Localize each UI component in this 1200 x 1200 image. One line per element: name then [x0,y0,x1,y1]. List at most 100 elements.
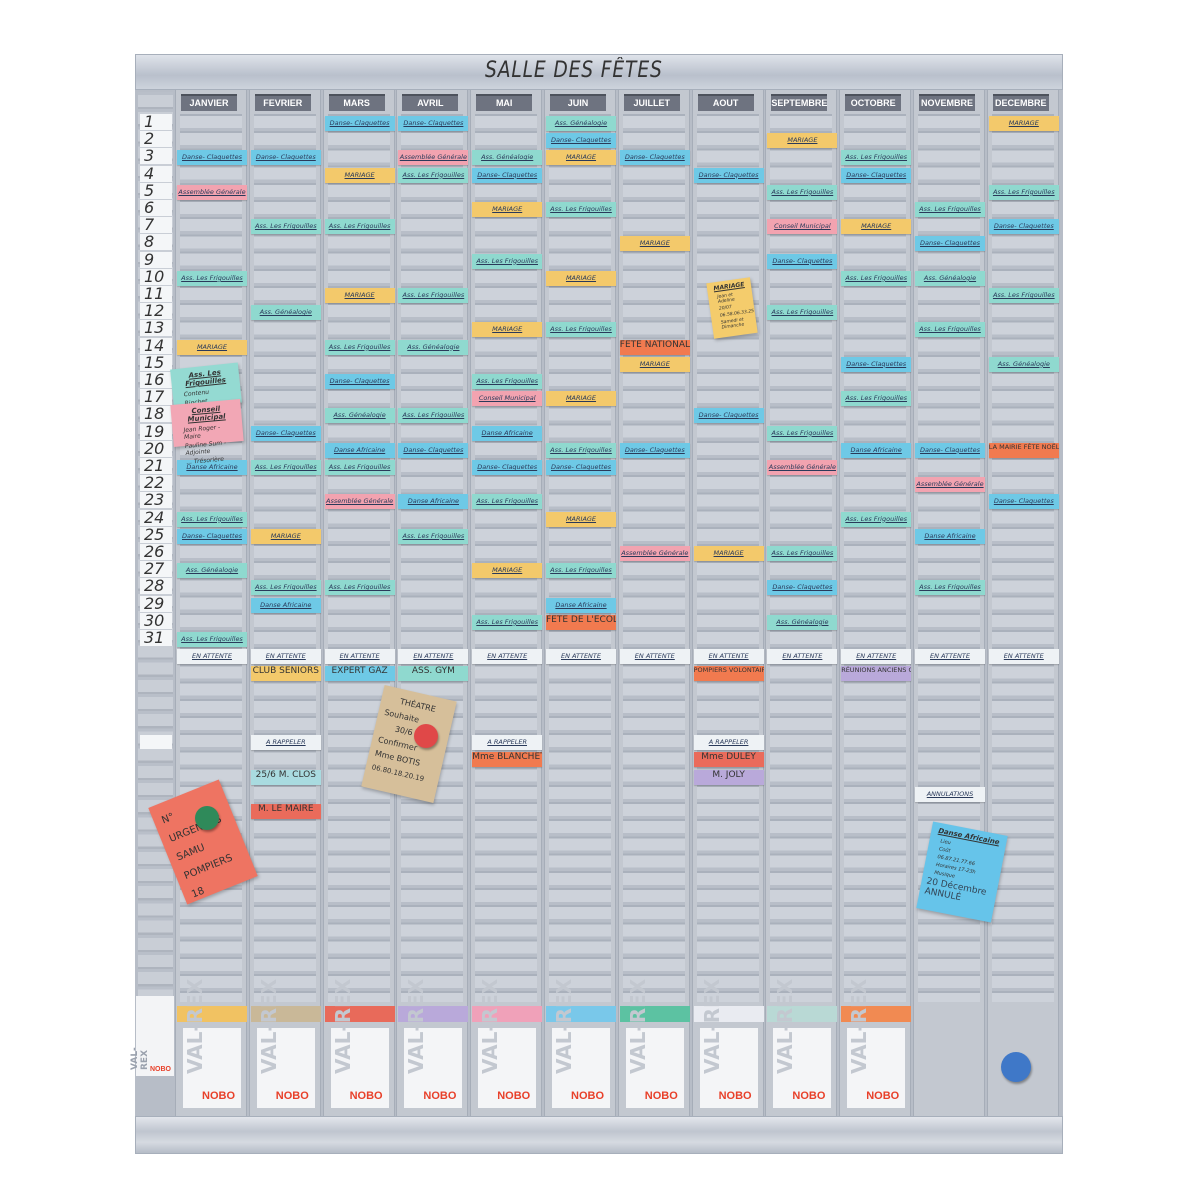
t-card[interactable]: Danse- Claquettes [841,356,912,372]
t-card[interactable]: MARIAGE [693,546,764,561]
t-card[interactable]: Assemblée Générale [398,150,469,166]
note-mariage[interactable]: MARIAGE Jean et Adeline 20/07 06.58.06.3… [706,277,758,339]
t-card[interactable]: Danse- Claquettes [177,150,247,166]
card-pocket[interactable]: VAL-REX NOBO [324,979,395,1112]
t-card[interactable]: Danse- Claquettes [841,167,912,183]
t-card[interactable]: Ass. Généalogie [546,116,616,131]
t-card[interactable]: Ass. Les Frigouilles [472,494,543,510]
t-card[interactable]: A RAPPELER [693,735,764,751]
t-card[interactable]: Mme BLANCHET [472,752,543,768]
t-card[interactable]: MARIAGE [324,167,395,183]
t-card[interactable]: Ass. Les Frigouilles [546,322,616,338]
t-card[interactable]: Ass. Les Frigouilles [250,580,321,596]
t-card[interactable]: EN ATTENTE [988,649,1059,665]
t-card[interactable]: Ass. Les Frigouilles [546,563,616,579]
green-magnet[interactable] [195,806,219,830]
t-card[interactable]: Ass. Généalogie [915,270,985,286]
t-card[interactable]: Ass. Les Frigouilles [177,511,247,527]
blue-magnet[interactable] [1001,1052,1031,1082]
t-card[interactable]: MARIAGE [250,528,321,544]
t-card[interactable]: MARIAGE [472,563,543,579]
t-card[interactable]: MARIAGE [841,219,912,235]
t-card[interactable]: Ass. Les Frigouilles [841,511,912,527]
t-card[interactable]: CLUB SENIORS [250,666,321,682]
card-pocket[interactable]: VAL-REX NOBO [250,979,321,1112]
t-card[interactable]: Ass. Les Frigouilles [915,580,985,596]
t-card[interactable]: LA MAIRIE FÊTE NOËL [988,442,1059,458]
t-card[interactable]: M. JOLY [693,769,764,785]
t-card[interactable]: Ass. Les Frigouilles [472,614,543,630]
t-card[interactable]: MARIAGE [546,150,616,166]
t-card[interactable]: Danse- Claquettes [250,150,321,166]
t-card[interactable]: Ass. Les Frigouilles [988,184,1059,200]
t-card[interactable]: Danse- Claquettes [988,219,1059,235]
t-card[interactable]: Danse Africaine [398,494,469,510]
t-card[interactable]: EN ATTENTE [619,649,690,665]
t-card[interactable]: Danse- Claquettes [693,408,764,424]
t-card[interactable]: Danse- Claquettes [546,133,616,149]
t-card[interactable]: Danse- Claquettes [324,116,395,131]
blank-card[interactable] [140,735,172,750]
t-card[interactable]: Ass. Généalogie [398,339,469,355]
t-card[interactable]: Ass. Les Frigouilles [767,546,838,561]
card-pocket[interactable]: VAL-REX NOBO [841,979,912,1112]
t-card[interactable]: EN ATTENTE [915,649,985,665]
t-card[interactable]: RÉUNIONS ANCIENS COMBATTANTS [841,666,912,682]
card-pocket[interactable]: VAL-REX NOBO [693,979,764,1112]
t-card[interactable]: Ass. Les Frigouilles [398,408,469,424]
t-card[interactable]: EN ATTENTE [398,649,469,665]
t-card[interactable]: Danse- Claquettes [619,150,690,166]
t-card[interactable]: Danse- Claquettes [767,253,838,269]
t-card[interactable]: Danse Africaine [324,442,395,458]
t-card[interactable]: Ass. Les Frigouilles [767,305,838,321]
t-card[interactable]: Ass. Les Frigouilles [177,632,247,647]
t-card[interactable]: FÊTE DE L'ÉCOLE [546,614,616,630]
t-card[interactable]: A RAPPELER [250,735,321,751]
t-card[interactable]: Ass. Les Frigouilles [398,167,469,183]
card-pocket[interactable]: VAL-REX NOBO [619,979,690,1112]
t-card[interactable]: A RAPPELER [472,735,543,751]
t-card[interactable]: Danse- Claquettes [472,167,543,183]
t-card[interactable]: EN ATTENTE [250,649,321,665]
t-card[interactable]: Danse- Claquettes [767,580,838,596]
t-card[interactable]: Ass. Les Frigouilles [398,288,469,303]
t-card[interactable]: MARIAGE [988,116,1059,131]
t-card[interactable]: Danse- Claquettes [693,167,764,183]
t-card[interactable]: ANNULATIONS [915,786,985,802]
t-card[interactable]: Ass. Les Frigouilles [841,150,912,166]
t-card[interactable]: EN ATTENTE [177,649,247,665]
t-card[interactable]: Ass. Les Frigouilles [250,460,321,475]
t-card[interactable]: Ass. Les Frigouilles [472,253,543,269]
t-card[interactable]: Danse- Claquettes [619,442,690,458]
t-card[interactable]: Danse Africaine [250,597,321,613]
t-card[interactable]: MARIAGE [177,339,247,355]
t-card[interactable]: Assemblée Générale [177,184,247,200]
t-card[interactable]: Ass. Les Frigouilles [988,288,1059,303]
t-card[interactable]: MARIAGE [619,356,690,372]
t-card[interactable]: Assemblée Générale [915,477,985,493]
t-card[interactable]: Danse Africaine [915,528,985,544]
t-card[interactable]: Ass. Les Frigouilles [546,202,616,217]
t-card[interactable]: Ass. Les Frigouilles [841,391,912,407]
t-card[interactable]: MARIAGE [472,202,543,217]
t-card[interactable]: Danse- Claquettes [177,528,247,544]
t-card[interactable]: FÊTE NATIONALE [619,339,690,355]
t-card[interactable]: Ass. Les Frigouilles [398,528,469,544]
t-card[interactable]: Danse Africaine [841,442,912,458]
t-card[interactable]: Danse- Claquettes [398,116,469,131]
note-conseil-municipal[interactable]: Conseil Municipal Jean Roger - Maire Pau… [170,399,244,466]
t-card[interactable]: Ass. Généalogie [988,356,1059,372]
t-card[interactable]: Danse- Claquettes [988,494,1059,510]
red-magnet[interactable] [414,724,438,748]
t-card[interactable]: Ass. Les Frigouilles [324,580,395,596]
t-card[interactable]: Danse Africaine [472,425,543,441]
t-card[interactable]: Assemblée Générale [767,460,838,475]
t-card[interactable]: EN ATTENTE [767,649,838,665]
t-card[interactable]: Danse- Claquettes [324,374,395,389]
t-card[interactable]: Ass. Les Frigouilles [177,270,247,286]
t-card[interactable]: Danse- Claquettes [472,460,543,475]
t-card[interactable]: Ass. Les Frigouilles [324,219,395,235]
t-card[interactable]: Ass. Les Frigouilles [767,184,838,200]
t-card[interactable]: Conseil Municipal [767,219,838,235]
t-card[interactable]: 25/6 M. CLOS [250,769,321,785]
